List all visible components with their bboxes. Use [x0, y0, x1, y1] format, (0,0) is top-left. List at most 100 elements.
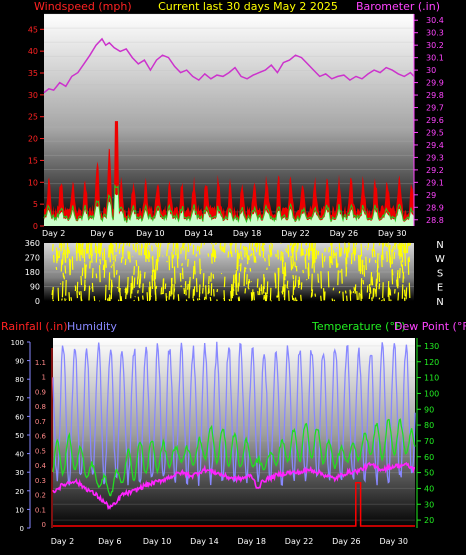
- rainfall-tick-label: 1.1: [35, 359, 46, 367]
- barometer-tick-label: 29.3: [426, 153, 444, 162]
- humidity-tick-label: 10: [15, 506, 24, 514]
- x-tick-label: Day 14: [190, 537, 219, 546]
- temperature-line: [52, 418, 416, 497]
- windspeed-tick-label: 25: [28, 113, 38, 122]
- temp-humidity-panel: Rainfall (.in) Humidity Temperature (°F)…: [1, 320, 466, 546]
- rainfall-tick-label: 0.3: [35, 477, 46, 485]
- x-tick-label: Day 2: [42, 229, 65, 238]
- rainfall-tick-label: 0.9: [35, 388, 46, 396]
- temperature-tick-label: 60: [424, 453, 434, 462]
- direction-tick-label: 270: [25, 254, 40, 263]
- x-tick-label: Day 22: [281, 229, 310, 238]
- barometer-axis-title: Barometer (.in): [356, 0, 440, 13]
- temperature-tick-label: 130: [424, 342, 439, 351]
- x-tick-label: Day 26: [330, 229, 359, 238]
- temperature-ticks: 20 30 40 50 60 70 80 90 100 110 120 130: [416, 338, 439, 528]
- temperature-tick-label: 50: [424, 469, 434, 478]
- barometer-tick-label: 30.2: [426, 41, 444, 50]
- x-tick-label: Day 26: [332, 537, 361, 546]
- direction-degree-ticks: 0 90 180 270 360: [25, 239, 40, 306]
- rainfall-tick-label: 0.4: [35, 462, 47, 470]
- barometer-tick-label: 29.7: [426, 104, 444, 113]
- rainfall-tick-label: 0: [42, 521, 46, 529]
- windspeed-tick-label: 30: [28, 91, 38, 100]
- temperature-tick-label: 40: [424, 484, 434, 493]
- x-tick-label: Day 6: [98, 537, 121, 546]
- x-tick-label: Day 18: [237, 537, 266, 546]
- rainfall-legend: Rainfall (.in): [1, 320, 68, 333]
- x-tick-label: Day 18: [233, 229, 262, 238]
- barometer-tick-label: 29.1: [426, 178, 444, 187]
- temperature-tick-label: 90: [424, 405, 434, 414]
- barometer-tick-label: 29: [426, 191, 436, 200]
- windspeed-tick-label: 45: [28, 25, 38, 34]
- compass-label: N: [436, 240, 443, 251]
- direction-tick-label: 0: [35, 297, 40, 306]
- humidity-tick-label: 60: [15, 413, 24, 421]
- barometer-tick-label: 28.9: [426, 203, 444, 212]
- temp-series: [52, 341, 416, 527]
- compass-label: W: [435, 254, 445, 265]
- direction-tick-label: 180: [25, 268, 40, 277]
- x-tick-label: Day 30: [379, 537, 408, 546]
- temperature-tick-label: 120: [424, 358, 439, 367]
- x-tick-label: Day 14: [185, 229, 214, 238]
- barometer-tick-label: 30: [426, 66, 436, 75]
- barometer-tick-label: 30.4: [426, 16, 444, 25]
- temperature-legend: Temperature (°F): [311, 320, 406, 333]
- temperature-tick-label: 80: [424, 421, 434, 430]
- windspeed-ticks: 0 5 10 15 20 25 30 35 40 45: [28, 25, 44, 231]
- wind-average-line: [43, 184, 415, 225]
- dewpoint-line: [52, 461, 415, 511]
- humidity-tick-label: 100: [11, 339, 24, 347]
- humidity-tick-label: 20: [15, 488, 24, 496]
- temp-x-ticks: Day 2 Day 6 Day 10 Day 14 Day 18 Day 22 Day 26…: [51, 537, 408, 546]
- temperature-tick-label: 20: [424, 516, 434, 525]
- windspeed-tick-label: 5: [33, 200, 38, 209]
- direction-tick-label: 360: [25, 239, 40, 248]
- rainfall-tick-label: 0.6: [35, 433, 47, 441]
- x-tick-label: Day 30: [378, 229, 407, 238]
- rainfall-tick-label: 0.5: [35, 447, 46, 455]
- humidity-tick-label: 80: [15, 376, 24, 384]
- windspeed-tick-label: 0: [33, 222, 38, 231]
- temperature-tick-label: 30: [424, 500, 434, 509]
- rainfall-tick-label: 1: [42, 374, 46, 382]
- rainfall-tick-label: 0.2: [35, 492, 46, 500]
- chart-title: Current last 30 days May 2 2025: [158, 0, 338, 13]
- barometer-tick-label: 29.8: [426, 91, 444, 100]
- barometer-tick-label: 28.8: [426, 216, 444, 225]
- x-tick-label: Day 10: [143, 537, 172, 546]
- compass-label: E: [437, 283, 443, 294]
- barometer-tick-label: 30.1: [426, 54, 444, 63]
- windspeed-tick-label: 20: [28, 135, 38, 144]
- windspeed-tick-label: 40: [28, 47, 38, 56]
- rainfall-tick-label: 0.1: [35, 506, 46, 514]
- barometer-tick-label: 29.5: [426, 128, 444, 137]
- barometer-tick-label: 30.3: [426, 29, 444, 38]
- windspeed-tick-label: 15: [28, 156, 38, 165]
- x-tick-label: Day 2: [51, 537, 74, 546]
- wind-baro-panel: Windspeed (mph) Current last 30 days May…: [28, 0, 444, 238]
- rainfall-tick-label: 0.7: [35, 418, 46, 426]
- barometer-ticks: 28.8 28.9 29 29.1 29.2 29.3 29.4 29.5 29.6 29.7 29…: [413, 14, 444, 226]
- compass-label: S: [437, 268, 443, 279]
- windspeed-axis-title: Windspeed (mph): [34, 0, 132, 13]
- temperature-tick-label: 110: [424, 374, 439, 383]
- windspeed-tick-label: 10: [28, 178, 38, 187]
- humidity-ticks: 0 10 20 30 40 50 60 70 80 90 100: [11, 339, 31, 533]
- direction-tick-label: 90: [30, 283, 40, 292]
- x-tick-label: Day 10: [136, 229, 165, 238]
- humidity-tick-label: 30: [15, 469, 24, 477]
- wind-series: [43, 121, 415, 226]
- windspeed-tick-label: 35: [28, 69, 38, 78]
- barometer-tick-label: 29.9: [426, 79, 444, 88]
- rainfall-tick-label: 0.8: [35, 403, 46, 411]
- humidity-tick-label: 50: [15, 432, 24, 440]
- humidity-tick-label: 40: [15, 451, 24, 459]
- wind-minimum-area: [44, 193, 414, 226]
- barometer-series: [43, 37, 415, 94]
